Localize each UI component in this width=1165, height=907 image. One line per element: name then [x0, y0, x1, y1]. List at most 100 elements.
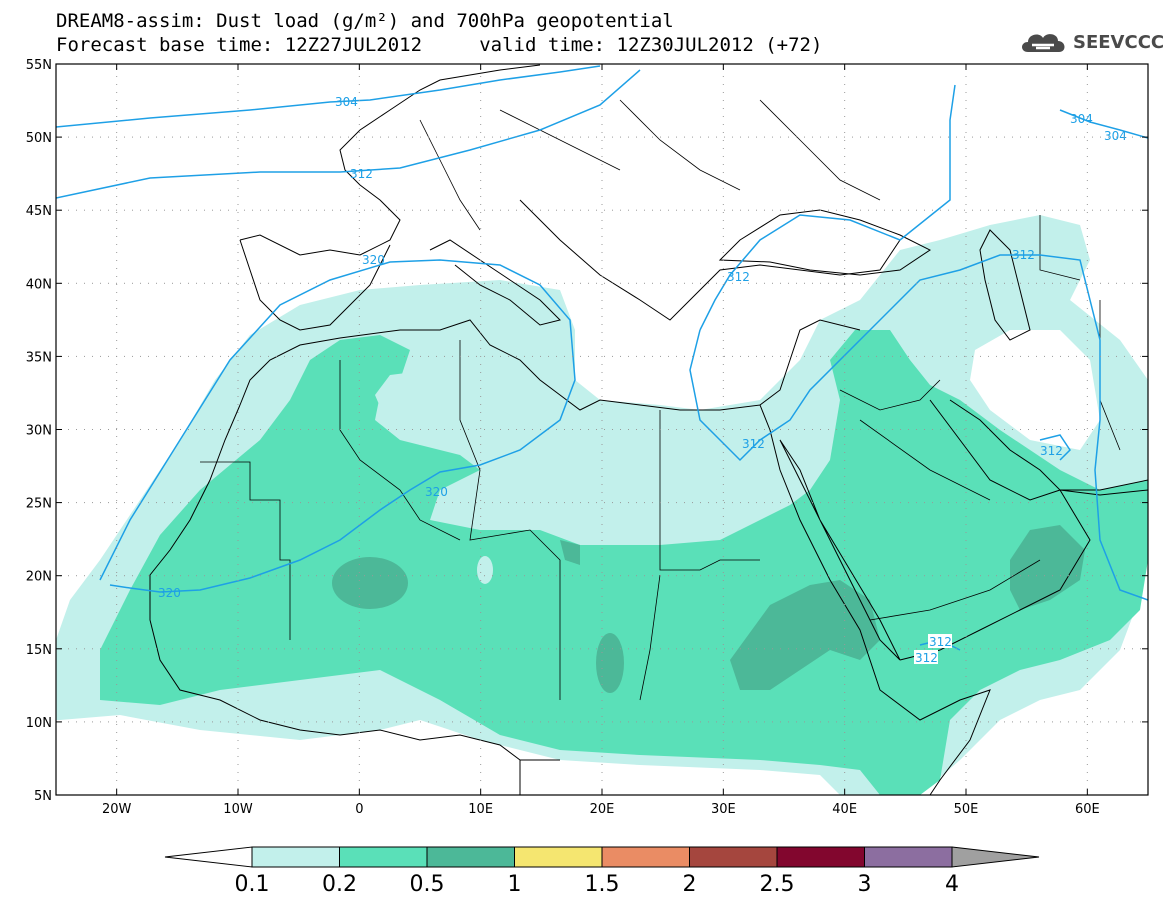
graticule-dot	[358, 92, 360, 93]
graticule-dot	[420, 136, 421, 138]
graticule-dot	[1052, 721, 1053, 723]
graticule-dot	[732, 721, 733, 723]
graticule-dot	[124, 282, 125, 284]
graticule-dot	[484, 429, 485, 430]
graticule-dot	[412, 429, 413, 430]
graticule-dot	[844, 764, 846, 765]
graticule-dot	[237, 300, 239, 301]
graticule-dot	[492, 282, 493, 284]
graticule-dot	[965, 76, 967, 77]
graticule-dot	[492, 648, 493, 650]
graticule-dot	[480, 300, 482, 301]
graticule-dot	[612, 575, 613, 577]
graticule-dot	[364, 282, 365, 284]
graticule-dot	[140, 355, 141, 357]
colorbar-label: 4	[945, 872, 959, 897]
graticule-dot	[900, 575, 901, 577]
graticule-dot	[460, 209, 461, 211]
graticule-dot	[780, 209, 781, 211]
graticule-dot	[332, 575, 333, 577]
graticule-dot	[916, 209, 917, 211]
graticule-dot	[480, 380, 482, 381]
graticule-dot	[1086, 116, 1088, 117]
graticule-dot	[500, 429, 501, 430]
graticule-dot	[188, 575, 189, 577]
graticule-dot	[308, 502, 309, 504]
graticule-dot	[516, 575, 517, 577]
lon-tick-label: 20E	[590, 802, 615, 817]
graticule-dot	[148, 721, 149, 723]
graticule-dot	[601, 588, 603, 589]
graticule-dot	[358, 500, 360, 501]
graticule-dot	[676, 136, 677, 138]
graticule-dot	[844, 502, 845, 504]
graticule-dot	[358, 188, 360, 189]
graticule-dot	[124, 429, 125, 430]
graticule-dot	[844, 508, 846, 509]
graticule-dot	[116, 420, 118, 421]
graticule-dot	[308, 721, 309, 723]
graticule-dot	[460, 429, 461, 430]
graticule-dot	[452, 721, 453, 723]
graticule-dot	[628, 136, 629, 138]
graticule-dot	[480, 180, 482, 181]
graticule-dot	[237, 116, 239, 117]
graticule-dot	[388, 721, 389, 723]
graticule-dot	[76, 136, 77, 138]
graticule-dot	[358, 724, 360, 725]
graticule-dot	[358, 700, 360, 701]
graticule-dot	[740, 209, 741, 211]
graticule-dot	[332, 721, 333, 723]
graticule-dot	[612, 429, 613, 430]
graticule-dot	[844, 209, 845, 211]
graticule-dot	[756, 429, 757, 430]
graticule-dot	[1086, 580, 1088, 581]
graticule-dot	[1086, 100, 1088, 101]
graticule-dot	[1086, 716, 1088, 717]
graticule-dot	[358, 692, 360, 693]
graticule-dot	[1086, 84, 1088, 85]
graticule-dot	[996, 282, 997, 284]
graticule-dot	[1132, 136, 1133, 138]
graticule-dot	[965, 588, 967, 589]
graticule-dot	[1004, 502, 1005, 504]
graticule-dot	[804, 429, 805, 430]
graticule-dot	[572, 648, 573, 650]
graticule-dot	[1086, 772, 1088, 773]
graticule-dot	[1086, 436, 1088, 437]
graticule-dot	[204, 721, 205, 723]
graticule-dot	[156, 502, 157, 504]
graticule-dot	[76, 648, 77, 650]
graticule-dot	[132, 136, 133, 138]
graticule-dot	[548, 429, 549, 430]
graticule-dot	[396, 575, 397, 577]
graticule-dot	[996, 648, 997, 650]
graticule-dot	[722, 132, 724, 133]
graticule-dot	[956, 721, 957, 723]
graticule-dot	[348, 355, 349, 357]
graticule-dot	[480, 268, 482, 269]
graticule-dot	[601, 196, 603, 197]
graticule-dot	[358, 108, 360, 109]
graticule-dot	[844, 292, 846, 293]
graticule-dot	[988, 209, 989, 211]
graticule-dot	[844, 164, 846, 165]
graticule-dot	[628, 575, 629, 577]
graticule-dot	[308, 209, 309, 211]
graticule-dot	[572, 136, 573, 138]
graticule-dot	[237, 268, 239, 269]
graticule-dot	[76, 282, 77, 284]
coastlines	[149, 64, 1148, 795]
graticule-dot	[601, 556, 603, 557]
graticule-dot	[476, 648, 477, 650]
graticule-dot	[1124, 209, 1125, 211]
graticule-dot	[676, 355, 677, 357]
graticule-dot	[244, 136, 245, 138]
graticule-dot	[908, 136, 909, 138]
graticule-dot	[480, 756, 482, 757]
graticule-dot	[428, 136, 429, 138]
graticule-dot	[940, 575, 941, 577]
graticule-dot	[116, 136, 117, 138]
graticule-dot	[1012, 282, 1013, 284]
graticule-dot	[601, 644, 603, 645]
